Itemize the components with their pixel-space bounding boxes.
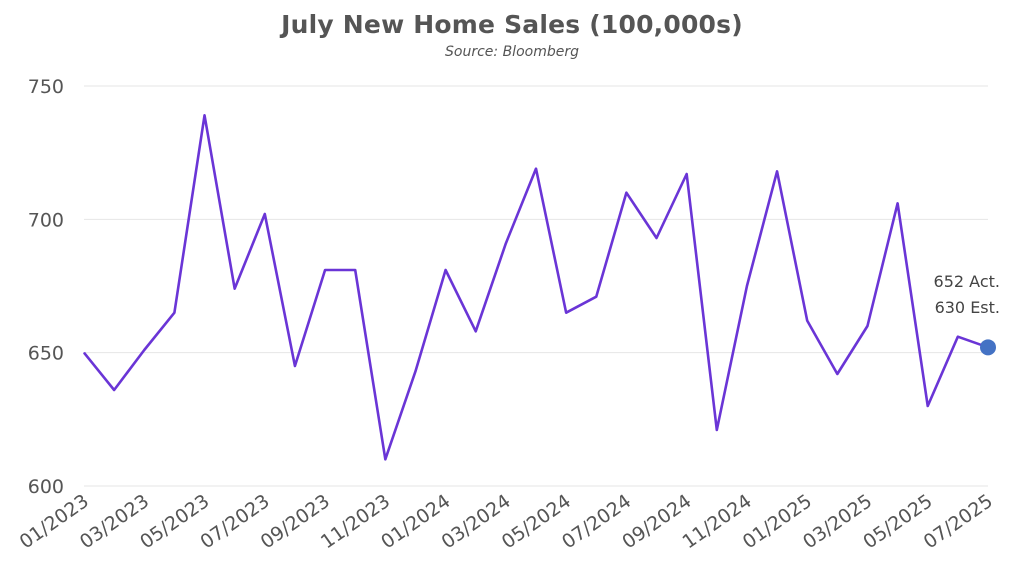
- series-line: [82, 114, 989, 461]
- data-point: [957, 336, 959, 338]
- annotation-actual: 652 Act.: [934, 272, 1000, 291]
- data-point: [83, 352, 85, 354]
- data-point: [204, 114, 206, 116]
- data-point: [716, 429, 718, 431]
- data-point: [806, 320, 808, 322]
- data-point: [475, 330, 477, 332]
- data-point: [927, 405, 929, 407]
- data-point: [746, 285, 748, 287]
- gridlines: [84, 85, 988, 487]
- data-point: [656, 237, 658, 239]
- data-point: [445, 269, 447, 271]
- data-point: [113, 389, 115, 391]
- data-point: [776, 170, 778, 172]
- data-point: [625, 192, 627, 194]
- data-point: [354, 269, 356, 271]
- data-point: [384, 458, 386, 460]
- latest-value-marker: [980, 339, 996, 356]
- data-point: [836, 373, 838, 375]
- data-point: [565, 312, 567, 314]
- data-point: [264, 213, 266, 215]
- y-tick-label: 750: [28, 76, 64, 98]
- data-point: [535, 168, 537, 170]
- x-axis-ticks: 01/202303/202305/202307/202309/202311/20…: [16, 490, 997, 553]
- data-point: [686, 173, 688, 175]
- y-tick-label: 700: [28, 209, 64, 231]
- annotation-group: 652 Act. 630 Est.: [934, 272, 1000, 317]
- data-point: [897, 202, 899, 204]
- data-point: [173, 312, 175, 314]
- data-point: [143, 349, 145, 351]
- annotation-estimate: 630 Est.: [935, 298, 1000, 317]
- x-tick-label: 07/2025: [920, 490, 997, 553]
- data-point: [595, 296, 597, 298]
- chart-title: July New Home Sales (100,000s): [281, 10, 743, 39]
- data-point: [294, 365, 296, 367]
- y-tick-label: 600: [28, 476, 64, 498]
- data-point: [414, 370, 416, 372]
- chart-subtitle: Source: Bloomberg: [445, 44, 579, 60]
- series-group: [82, 114, 996, 461]
- data-point: [234, 288, 236, 290]
- y-axis-ticks: 600 650 700 750: [28, 76, 64, 498]
- data-point: [505, 242, 507, 244]
- data-point: [324, 269, 326, 271]
- data-point: [866, 325, 868, 327]
- y-tick-label: 650: [28, 343, 64, 365]
